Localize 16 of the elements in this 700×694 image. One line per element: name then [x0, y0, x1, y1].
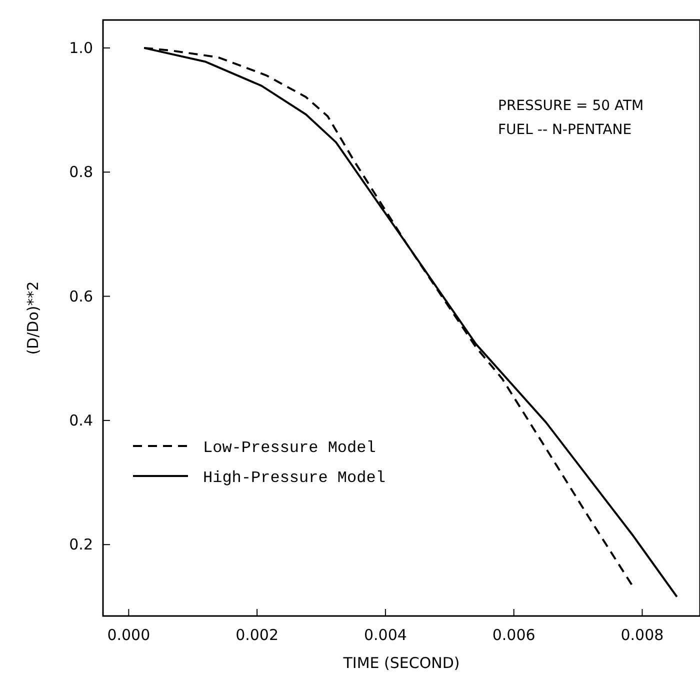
x-tick-label: 0.006 — [492, 626, 536, 644]
y-tick-label: 1.0 — [69, 38, 93, 57]
x-tick-label: 0.000 — [107, 626, 150, 644]
y-tick-label: 0.8 — [69, 163, 93, 182]
y-axis-title: (D/Do)**2 — [24, 281, 42, 355]
x-tick-label: 0.002 — [236, 626, 279, 644]
y-tick-label: 0.4 — [69, 411, 93, 430]
x-tick-label: 0.004 — [364, 626, 407, 644]
legend-label: High-Pressure Model — [203, 469, 386, 487]
legend-label: Low-Pressure Model — [203, 439, 376, 457]
x-axis-title: TIME (SECOND) — [342, 654, 460, 672]
y-tick-label: 0.6 — [69, 287, 93, 306]
y-tick-label: 0.2 — [69, 536, 93, 554]
annotation: FUEL -- N-PENTANE — [498, 122, 632, 138]
annotation: PRESSURE = 50 ATM — [498, 98, 644, 114]
x-tick-label: 0.008 — [620, 626, 664, 644]
